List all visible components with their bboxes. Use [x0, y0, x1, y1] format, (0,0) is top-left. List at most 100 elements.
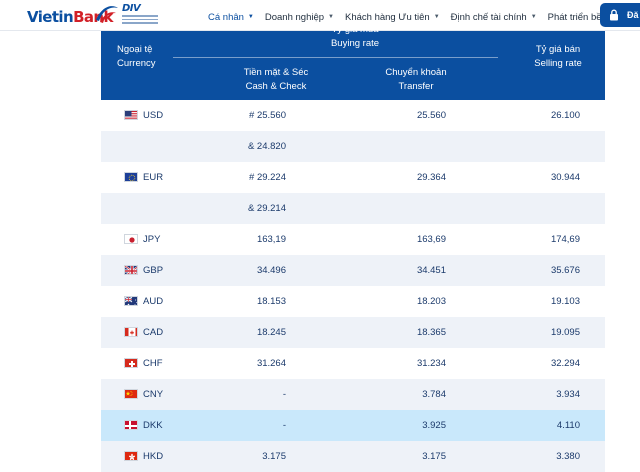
- cash-rate: 18.153: [257, 286, 286, 317]
- chevron-down-icon: ▼: [531, 14, 537, 20]
- header-buying-vi: Tỷ giá mua: [280, 23, 430, 37]
- jp-flag-icon: [124, 234, 138, 244]
- hk-flag-icon: [124, 451, 138, 461]
- header-transfer-vi: Chuyển khoản: [371, 66, 461, 80]
- eu-flag-icon: [124, 172, 138, 182]
- header-currency-vi: Ngoại tệ: [117, 43, 156, 57]
- currency-code: DKK: [143, 410, 163, 441]
- cash-rate: 3.175: [262, 441, 286, 472]
- transfer-rate: 29.364: [417, 162, 446, 193]
- header-selling-en: Selling rate: [528, 57, 588, 71]
- nav-item-ca-nhan[interactable]: Cá nhân ▼: [208, 10, 254, 24]
- cash-rate: # 25.560: [249, 100, 286, 131]
- currency-code: GBP: [143, 255, 163, 286]
- ca-flag-icon: [124, 327, 138, 337]
- transfer-rate: 3.925: [422, 410, 446, 441]
- cn-flag-icon: [124, 389, 138, 399]
- selling-rate: 19.103: [551, 286, 580, 317]
- nav-item-label: Định chế tài chính: [451, 12, 527, 23]
- nav-item-dinh-che-tai-chinh[interactable]: Định chế tài chính ▼: [451, 10, 537, 24]
- selling-rate: 30.944: [551, 162, 580, 193]
- table-row: USD # 25.560 25.560 26.100: [101, 100, 605, 131]
- currency-code: USD: [143, 100, 163, 131]
- table-row: CNY - 3.784 3.934: [101, 379, 605, 410]
- table-row: & 29.214: [101, 193, 605, 224]
- cash-rate: 163,19: [257, 224, 286, 255]
- table-row: HKD 3.175 3.175 3.380: [101, 441, 605, 472]
- nav-item-khach-hang-uu-tien[interactable]: Khách hàng Ưu tiên ▼: [345, 10, 440, 24]
- currency-code: HKD: [143, 441, 163, 472]
- lock-icon: [609, 9, 619, 21]
- currency-code: JPY: [143, 224, 160, 255]
- nav-item-doanh-nghiep[interactable]: Doanh nghiệp ▼: [265, 10, 334, 24]
- currency-code: CHF: [143, 348, 163, 379]
- us-flag-icon: [124, 110, 138, 120]
- header-selling-vi: Tỷ giá bán: [528, 43, 588, 57]
- transfer-rate: 18.203: [417, 286, 446, 317]
- partner-logo-tagline: [122, 15, 158, 26]
- currency-code: CNY: [143, 379, 163, 410]
- selling-rate: 3.934: [556, 379, 580, 410]
- logo-text-vietin: Vietin: [27, 8, 73, 26]
- login-button[interactable]: Đă: [600, 3, 640, 27]
- transfer-rate: 31.234: [417, 348, 446, 379]
- login-button-label: Đă: [627, 10, 639, 20]
- transfer-rate: 163,69: [417, 224, 446, 255]
- header-cash-vi: Tiền mặt & Séc: [221, 66, 331, 80]
- cash-rate: & 29.214: [248, 193, 286, 224]
- au-flag-icon: [124, 296, 138, 306]
- cash-rate: 18.245: [257, 317, 286, 348]
- nav-item-label: Khách hàng Ưu tiên: [345, 12, 430, 23]
- cash-rate: -: [283, 410, 286, 441]
- currency-code: AUD: [143, 286, 163, 317]
- div-partner-logo: DIV: [122, 3, 140, 14]
- header-transfer-en: Transfer: [371, 80, 461, 94]
- selling-rate: 3.380: [556, 441, 580, 472]
- cash-rate: -: [283, 379, 286, 410]
- table-row: EUR # 29.224 29.364 30.944: [101, 162, 605, 193]
- nav-item-label: Doanh nghiệp: [265, 12, 324, 23]
- transfer-rate: 3.784: [422, 379, 446, 410]
- gb-flag-icon: [124, 265, 138, 275]
- table-body: USD # 25.560 25.560 26.100 & 24.820 EUR # 29.2…: [101, 100, 605, 472]
- ch-flag-icon: [124, 358, 138, 368]
- currency-code: EUR: [143, 162, 163, 193]
- transfer-rate: 34.451: [417, 255, 446, 286]
- cash-rate: 34.496: [257, 255, 286, 286]
- nav-item-label: Cá nhân: [208, 12, 244, 23]
- selling-rate: 19.095: [551, 317, 580, 348]
- table-row: DKK - 3.925 4.110: [101, 410, 605, 441]
- dk-flag-icon: [124, 420, 138, 430]
- cash-rate: 31.264: [257, 348, 286, 379]
- selling-rate: 4.110: [557, 410, 580, 441]
- chevron-down-icon: ▼: [328, 14, 334, 20]
- chevron-down-icon: ▼: [434, 14, 440, 20]
- logo-swoosh-icon: [94, 2, 120, 26]
- header-cash-en: Cash & Check: [221, 80, 331, 94]
- selling-rate: 174,69: [551, 224, 580, 255]
- currency-code: CAD: [143, 317, 163, 348]
- cash-rate: & 24.820: [248, 131, 286, 162]
- header-currency-en: Currency: [117, 57, 156, 71]
- chevron-down-icon: ▼: [248, 14, 254, 20]
- table-row: CAD 18.245 18.365 19.095: [101, 317, 605, 348]
- cash-rate: # 29.224: [249, 162, 286, 193]
- header-divider: [173, 57, 498, 58]
- table-row: JPY 163,19 163,69 174,69: [101, 224, 605, 255]
- table-row: & 24.820: [101, 131, 605, 162]
- selling-rate: 26.100: [551, 100, 580, 131]
- header-buying-en: Buying rate: [280, 37, 430, 51]
- transfer-rate: 18.365: [417, 317, 446, 348]
- transfer-rate: 25.560: [417, 100, 446, 131]
- table-row: AUD 18.153 18.203 19.103: [101, 286, 605, 317]
- transfer-rate: 3.175: [422, 441, 446, 472]
